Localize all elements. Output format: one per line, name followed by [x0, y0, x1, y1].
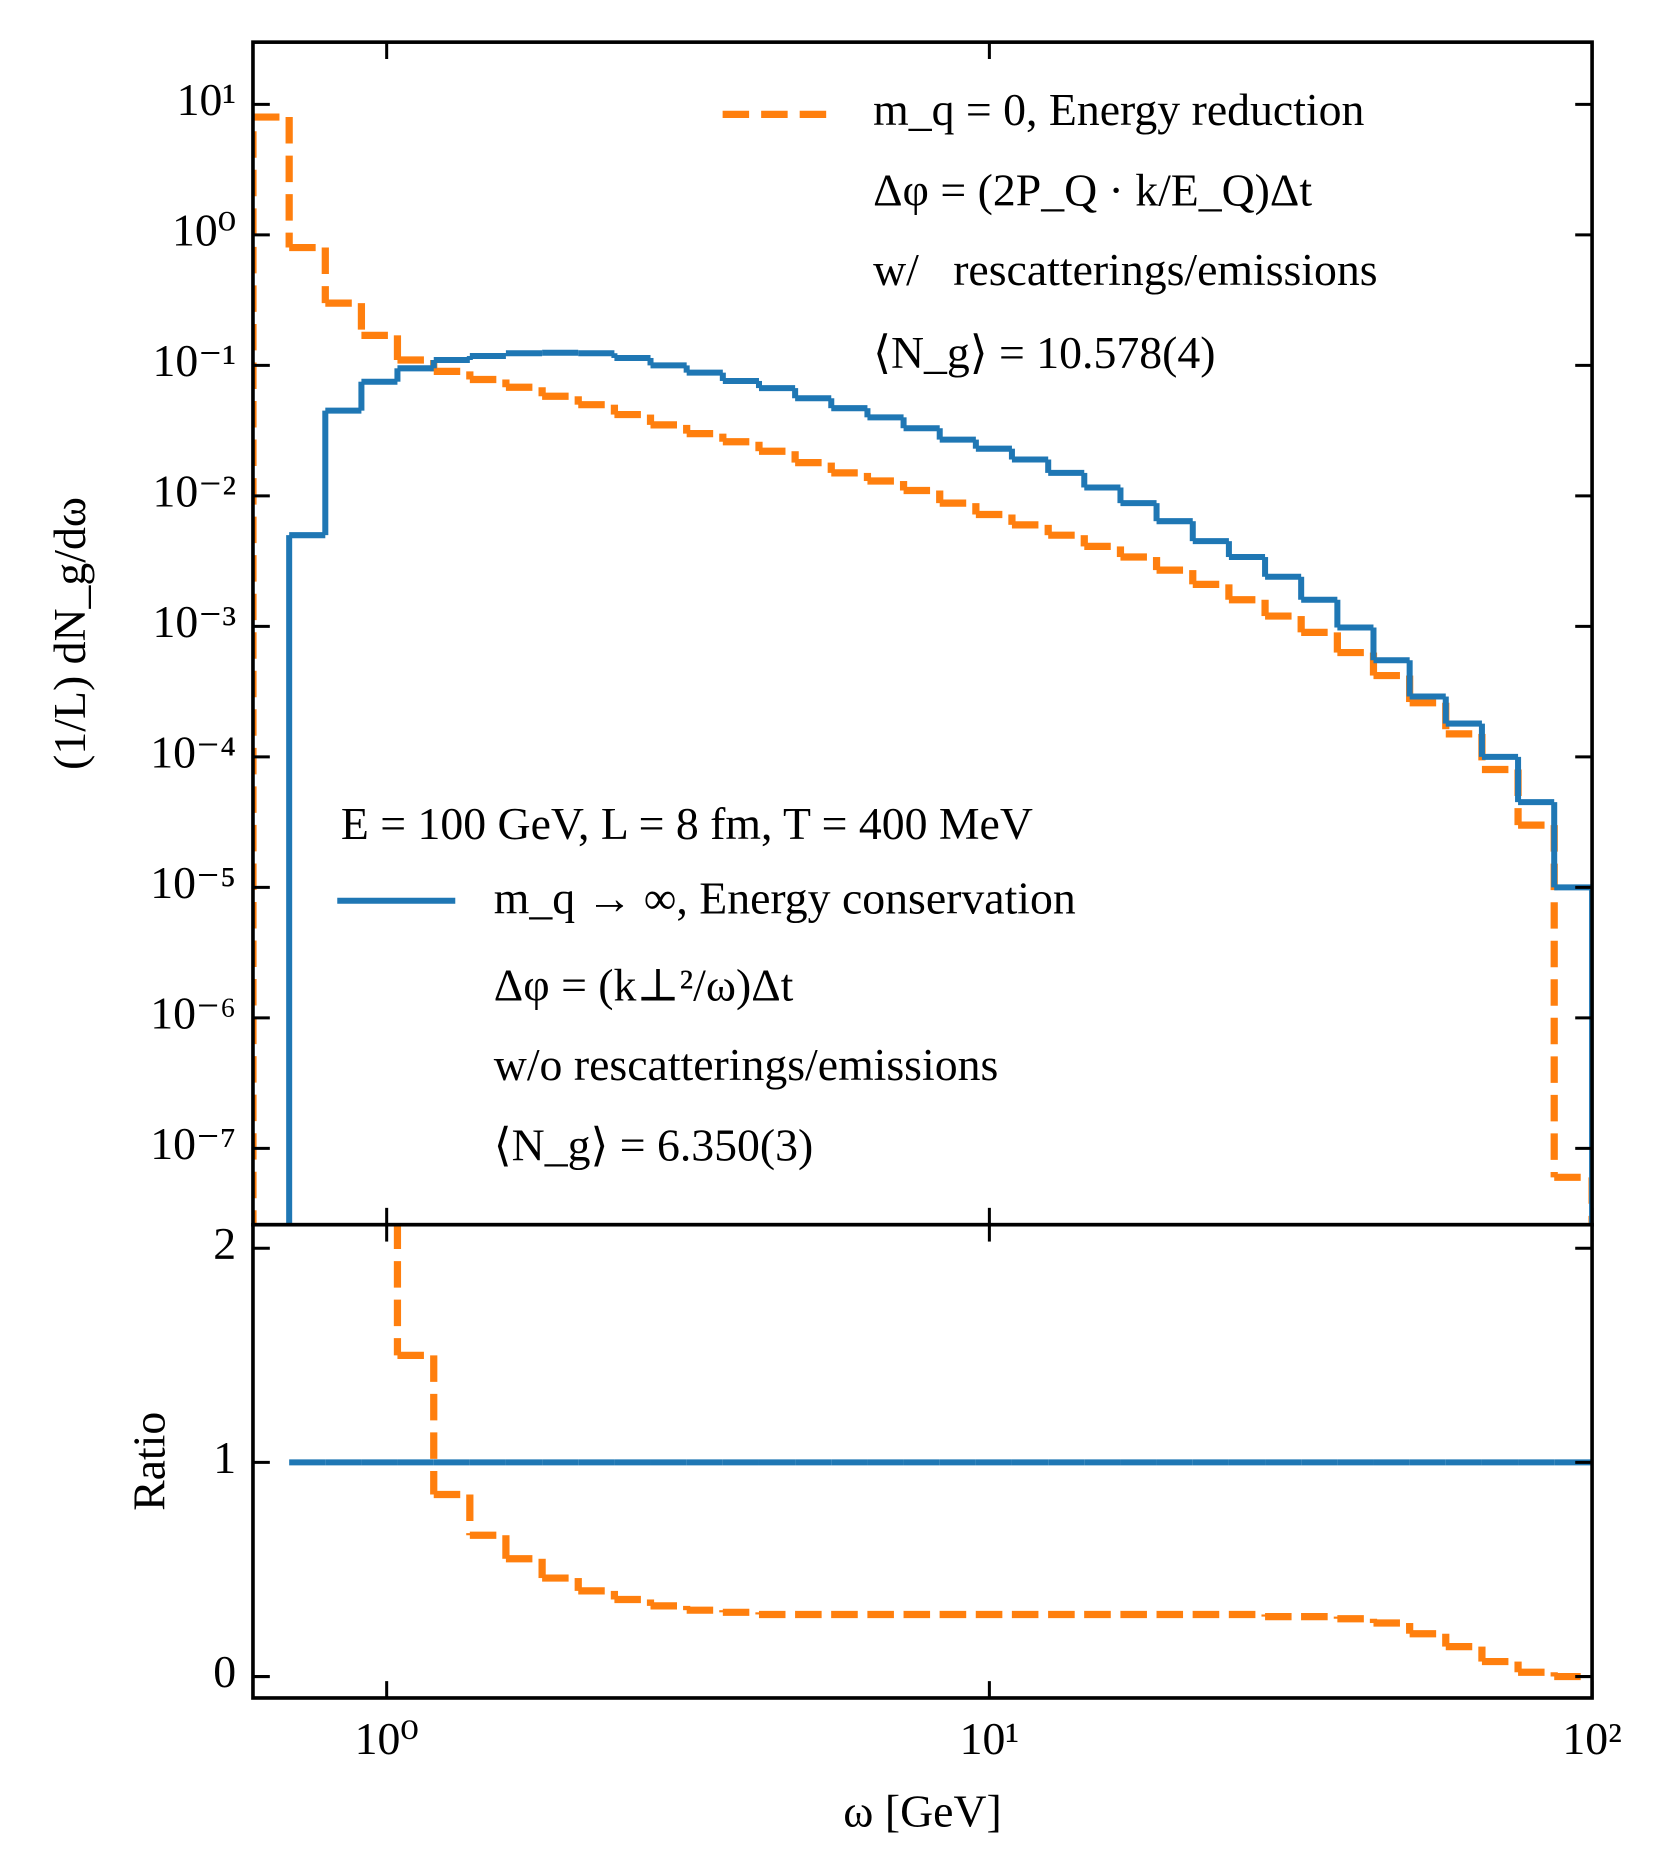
y-axis-label: Ratio — [124, 1412, 175, 1511]
annotation: E = 100 GeV, L = 8 fm, T = 400 MeV — [341, 798, 1033, 849]
plot-area — [252, 113, 1593, 1225]
legend-label: m_q = 0, Energy reduction — [873, 84, 1364, 135]
x-tick-label: 10¹ — [960, 1713, 1019, 1764]
y-tick-label: 10⁻⁷ — [150, 1118, 236, 1169]
y-tick-label: 0 — [213, 1646, 236, 1697]
y-tick-label: 10⁻³ — [152, 596, 236, 647]
annotation: Δφ = (k⊥²/ω)Δt — [494, 959, 794, 1010]
annotation: w/ rescatterings/emissions — [873, 244, 1377, 295]
annotation: Δφ = (2P_Q · k/E_Q)Δt — [873, 165, 1312, 216]
y-tick-label: 10⁰ — [172, 204, 236, 255]
annotation: w/o rescatterings/emissions — [494, 1039, 998, 1090]
annotation: ⟨N_g⟩ = 10.578(4) — [873, 327, 1215, 378]
y-tick-label: 10⁻⁶ — [150, 987, 236, 1038]
legend-label: m_q → ∞, Energy conservation — [494, 873, 1076, 924]
annotation: ⟨N_g⟩ = 6.350(3) — [494, 1120, 813, 1171]
y-tick-label: 2 — [213, 1218, 236, 1269]
y-tick-label: 10⁻⁴ — [150, 726, 236, 777]
y-tick-label: 10¹ — [177, 74, 236, 125]
y-tick-label: 10⁻² — [152, 465, 236, 516]
x-tick-label: 10² — [1562, 1713, 1621, 1764]
plot-area — [289, 1224, 1593, 1681]
y-tick-label: 10⁻⁵ — [150, 857, 236, 908]
x-tick-label: 10⁰ — [355, 1713, 419, 1764]
y-tick-label: 1 — [213, 1432, 236, 1483]
y-tick-label: 10⁻¹ — [152, 335, 236, 386]
y-axis-label: (1/L) dN_g/dω — [44, 497, 95, 770]
x-axis-label: ω [GeV] — [843, 1785, 1001, 1836]
